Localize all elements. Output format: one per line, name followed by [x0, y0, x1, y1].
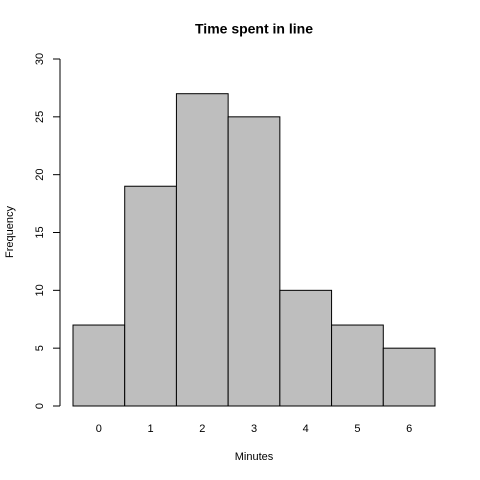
x-tick-label: 0 — [96, 423, 102, 435]
bar — [72, 324, 126, 407]
x-tick-label: 3 — [251, 423, 257, 435]
y-tick-label: 5 — [34, 345, 46, 351]
y-tick-label: 20 — [34, 169, 46, 181]
y-tick-label: 0 — [34, 403, 46, 409]
bar — [175, 93, 229, 407]
y-tick-label: 25 — [34, 111, 46, 123]
y-tick-label: 30 — [34, 53, 46, 65]
x-tick-label: 5 — [354, 423, 360, 435]
y-tick-label: 15 — [34, 226, 46, 238]
bar — [279, 289, 333, 407]
x-tick-label: 4 — [303, 423, 309, 435]
bar — [124, 185, 177, 407]
y-tick-label: 10 — [34, 284, 46, 296]
x-tick-label: 2 — [199, 423, 205, 435]
bar — [382, 347, 436, 407]
chart-title: Time spent in line — [195, 21, 313, 37]
bar — [227, 116, 281, 407]
bar — [331, 324, 384, 407]
x-tick-label: 1 — [148, 423, 154, 435]
x-axis-label: Minutes — [235, 451, 274, 463]
x-tick-label: 6 — [406, 423, 412, 435]
y-axis-label: Frequency — [4, 206, 16, 258]
